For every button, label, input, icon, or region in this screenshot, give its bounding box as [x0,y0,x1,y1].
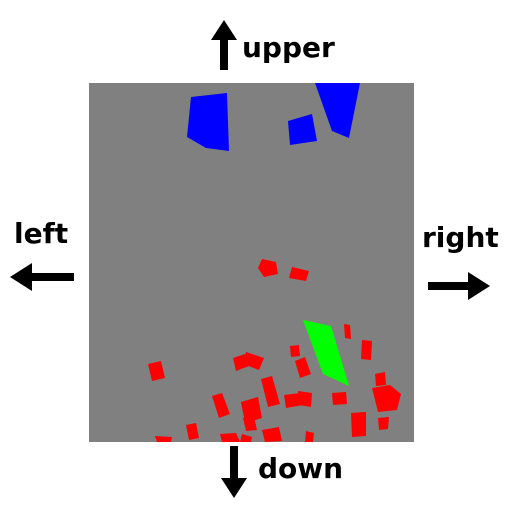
arrow-left-icon [10,263,74,291]
red-object [148,361,165,381]
upper-label: upper [242,31,335,64]
red-object [243,416,257,431]
left-label: left [14,217,69,250]
red-object [241,397,262,423]
arrow-up-icon [211,20,237,70]
green-object [303,320,349,386]
red-object [290,345,300,357]
red-object [295,357,311,378]
red-object [220,433,240,442]
red-object [351,412,366,437]
right-label: right [422,221,499,254]
arrow-down-icon [221,446,247,498]
red-object [289,267,309,281]
blue-object [315,83,360,138]
blue-object [187,93,229,151]
red-object [262,427,282,442]
red-object [375,372,386,386]
red-object [155,436,172,442]
red-object [261,376,280,407]
red-object [332,392,347,405]
red-object [305,431,314,442]
red-object [284,393,303,408]
red-object [344,324,351,339]
map-area [89,83,414,442]
red-object [258,259,278,277]
blue-object [288,114,317,145]
red-object [372,385,401,412]
red-object [378,417,389,430]
red-object [361,340,372,360]
down-label: down [258,452,344,485]
red-object [212,393,230,418]
arrow-right-icon [428,272,490,300]
red-object [186,423,199,440]
red-object [240,434,252,442]
red-object [298,391,312,407]
red-object [243,352,264,370]
